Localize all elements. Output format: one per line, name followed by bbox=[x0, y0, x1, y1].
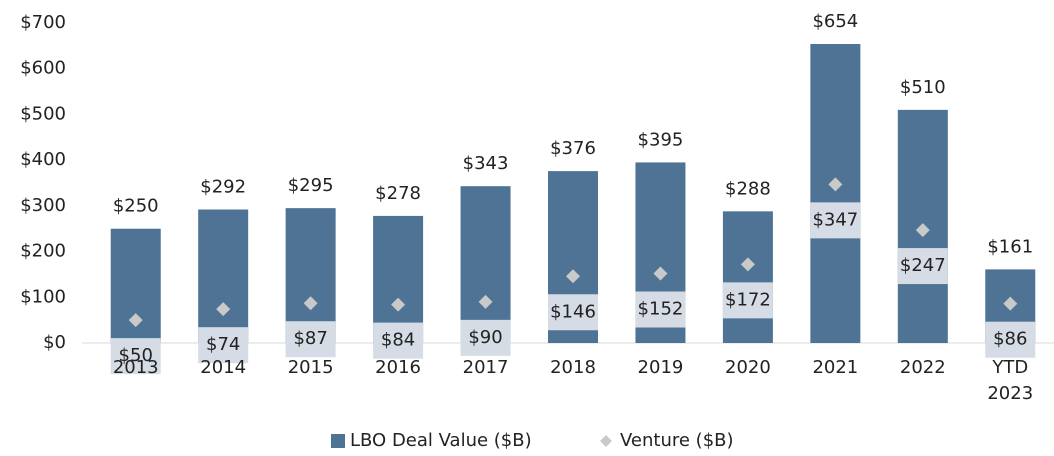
x-tick-label: 2015 bbox=[288, 357, 334, 378]
venture-marker bbox=[303, 296, 318, 311]
bar-value-label: $295 bbox=[288, 175, 334, 196]
x-tick-label: 2019 bbox=[638, 357, 684, 378]
legend-label: Venture ($B) bbox=[620, 430, 734, 451]
x-tick-label: 2020 bbox=[725, 357, 771, 378]
label-background bbox=[110, 338, 161, 375]
legend-label: LBO Deal Value ($B) bbox=[350, 430, 532, 451]
bar-value-label: $376 bbox=[550, 138, 596, 159]
x-tick-label: 2018 bbox=[550, 357, 596, 378]
venture-marker bbox=[915, 223, 930, 238]
y-tick-label: $200 bbox=[20, 241, 66, 262]
bar-value-label: $654 bbox=[812, 11, 858, 32]
y-tick-label: $400 bbox=[20, 149, 66, 170]
label-background bbox=[198, 327, 249, 364]
label-background bbox=[548, 294, 598, 331]
bar bbox=[198, 209, 249, 343]
bar-value-label: $292 bbox=[200, 177, 246, 198]
bar bbox=[460, 186, 511, 343]
bar-value-label: $510 bbox=[900, 77, 946, 98]
venture-marker bbox=[828, 177, 843, 192]
bar bbox=[810, 44, 861, 344]
venture-marker bbox=[216, 302, 231, 317]
label-background bbox=[460, 319, 511, 356]
label-background bbox=[373, 322, 424, 359]
bar-value-label: $343 bbox=[463, 153, 509, 174]
y-tick-label: $500 bbox=[20, 103, 66, 124]
venture-value-label: $172 bbox=[725, 289, 771, 310]
y-tick-label: $600 bbox=[20, 58, 66, 79]
bar-value-label: $161 bbox=[987, 236, 1033, 257]
bar-value-label: $250 bbox=[113, 196, 159, 217]
venture-value-label: $84 bbox=[381, 330, 415, 351]
venture-value-label: $90 bbox=[468, 327, 502, 348]
venture-marker bbox=[653, 266, 668, 281]
y-tick-label: $0 bbox=[43, 332, 66, 353]
venture-value-label: $74 bbox=[206, 334, 240, 355]
x-tick-label: 2013 bbox=[113, 357, 159, 378]
y-tick-label: $700 bbox=[20, 12, 66, 33]
label-background bbox=[722, 282, 773, 319]
label-background bbox=[635, 291, 686, 328]
x-tick-label: 2017 bbox=[463, 357, 509, 378]
venture-marker bbox=[128, 313, 143, 328]
venture-marker bbox=[1003, 296, 1018, 311]
legend-swatch bbox=[331, 434, 345, 448]
venture-value-label: $87 bbox=[293, 328, 327, 349]
x-tick-label: 2014 bbox=[200, 357, 246, 378]
venture-marker bbox=[391, 297, 406, 312]
label-background bbox=[810, 202, 861, 239]
venture-marker bbox=[566, 269, 580, 284]
x-tick-label: YTD 2023 bbox=[987, 357, 1033, 404]
label-background bbox=[285, 321, 336, 358]
venture-marker bbox=[740, 257, 755, 272]
venture-value-label: $347 bbox=[812, 209, 858, 230]
label-background bbox=[985, 321, 1036, 358]
bar bbox=[722, 211, 773, 343]
bar-value-label: $278 bbox=[375, 183, 421, 204]
y-tick-label: $300 bbox=[20, 195, 66, 216]
bar-value-label: $288 bbox=[725, 178, 771, 199]
venture-value-label: $152 bbox=[638, 299, 684, 320]
bar bbox=[285, 208, 336, 343]
venture-value-label: $247 bbox=[900, 255, 946, 276]
x-tick-label: 2016 bbox=[375, 357, 421, 378]
bar-value-label: $395 bbox=[638, 129, 684, 150]
venture-value-label: $50 bbox=[119, 345, 153, 366]
y-tick-label: $100 bbox=[20, 286, 66, 307]
legend-swatch bbox=[600, 435, 612, 447]
venture-marker bbox=[478, 294, 493, 309]
venture-value-label: $146 bbox=[550, 301, 596, 322]
venture-value-label: $86 bbox=[993, 329, 1027, 350]
x-tick-label: 2022 bbox=[900, 357, 946, 378]
bar bbox=[373, 215, 424, 343]
x-tick-label: 2021 bbox=[812, 357, 858, 378]
label-background bbox=[897, 248, 948, 285]
